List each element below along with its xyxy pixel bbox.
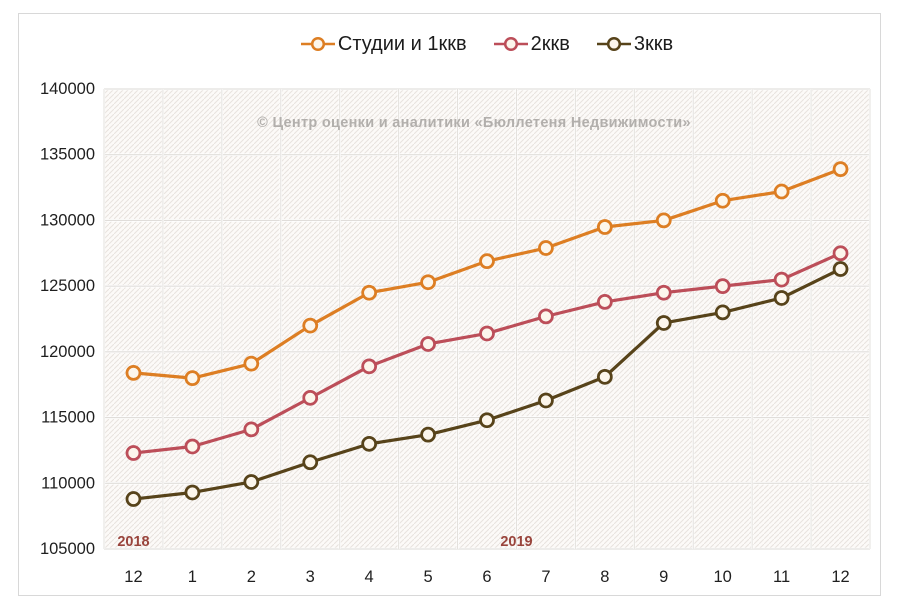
year-label: 2018 <box>117 534 149 550</box>
legend-label: 2ккв <box>530 33 570 55</box>
data-point-marker-s2-m8 <box>596 368 613 385</box>
year-label: 2019 <box>500 534 532 550</box>
data-point-marker-s1-m0 <box>125 445 142 461</box>
y-axis-tick-label: 140000 <box>40 80 95 98</box>
plot-svg: © Центр оценки и аналитики «Бюллетеня Не… <box>40 80 872 586</box>
data-point-marker-s2-m7 <box>538 392 554 409</box>
data-point-marker-s2-m3 <box>302 454 319 471</box>
data-point-marker-s1-m2 <box>243 421 260 438</box>
x-axis-tick-label: 7 <box>541 568 550 586</box>
data-point-marker-s2-m4 <box>361 435 378 452</box>
x-axis-tick-label: 12 <box>124 568 142 586</box>
y-axis-tick-label: 135000 <box>40 146 95 164</box>
data-point-marker-s1-m7 <box>538 308 554 325</box>
data-point-marker-s0-m0 <box>125 365 142 381</box>
legend-marker-icon <box>493 36 528 52</box>
data-point-marker-s0-m6 <box>479 253 495 270</box>
data-point-marker-s2-m10 <box>714 304 731 321</box>
data-point-marker-s0-m1 <box>184 370 201 387</box>
data-point-marker-s1-m1 <box>184 438 201 455</box>
y-axis-tick-label: 120000 <box>40 343 95 361</box>
data-point-marker-s2-m2 <box>243 474 260 490</box>
x-axis-tick-label: 9 <box>659 568 668 586</box>
x-axis-tick-label: 10 <box>714 568 732 586</box>
data-point-marker-s1-m12 <box>832 245 849 262</box>
plot-area <box>104 89 870 549</box>
legend-label: 3ккв <box>633 33 674 55</box>
x-axis-tick-label: 6 <box>482 568 491 586</box>
data-point-marker-s0-m7 <box>538 240 554 256</box>
data-point-marker-s1-m11 <box>773 271 790 288</box>
legend-marker-icon <box>300 36 335 52</box>
data-point-marker-s0-m3 <box>302 317 319 334</box>
data-point-marker-s0-m11 <box>773 183 790 200</box>
data-point-marker-s1-m6 <box>479 325 495 342</box>
data-point-marker-s0-m4 <box>361 284 378 301</box>
data-point-marker-s0-m5 <box>420 274 436 291</box>
data-point-marker-s2-m5 <box>420 426 436 443</box>
x-axis-tick-label: 4 <box>365 568 374 586</box>
y-axis-tick-label: 105000 <box>40 540 95 558</box>
data-point-marker-s0-m9 <box>655 212 672 229</box>
data-point-marker-s1-m5 <box>420 336 436 352</box>
x-axis-tick-label: 2 <box>247 568 256 586</box>
data-point-marker-s1-m4 <box>361 358 378 375</box>
data-point-marker-s0-m12 <box>832 161 849 178</box>
data-point-marker-s0-m8 <box>596 219 613 235</box>
legend-item-1: 2ккв <box>493 33 570 55</box>
data-point-marker-s2-m11 <box>773 290 790 306</box>
legend-marker-icon <box>596 36 631 52</box>
data-point-marker-s2-m1 <box>184 484 201 501</box>
x-axis-tick-label: 12 <box>831 568 849 586</box>
legend-label: Студии и 1ккв <box>337 33 467 55</box>
y-axis-tick-label: 110000 <box>41 474 95 492</box>
data-point-marker-s2-m0 <box>125 491 142 507</box>
y-axis-tick-label: 130000 <box>40 211 95 229</box>
y-axis-tick-label: 125000 <box>40 277 95 295</box>
x-axis-tick-label: 5 <box>423 568 432 586</box>
y-axis-tick-label: 115000 <box>41 409 95 427</box>
data-point-marker-s2-m6 <box>479 412 495 429</box>
data-point-marker-s2-m9 <box>655 315 672 331</box>
data-point-marker-s1-m10 <box>714 278 731 295</box>
x-axis-tick-label: 3 <box>306 568 315 586</box>
x-axis-tick-label: 1 <box>188 568 197 586</box>
data-point-marker-s0-m10 <box>714 192 731 209</box>
data-point-marker-s1-m8 <box>596 294 613 310</box>
legend-item-0: Студии и 1ккв <box>300 33 467 55</box>
watermark: © Центр оценки и аналитики «Бюллетеня Не… <box>257 115 691 131</box>
data-point-marker-s0-m2 <box>243 355 260 372</box>
legend-item-2: 3ккв <box>596 33 674 55</box>
x-axis-tick-label: 11 <box>773 568 790 586</box>
data-point-marker-s1-m9 <box>655 284 672 301</box>
chart-legend: Студии и 1ккв 2ккв 3ккв <box>104 31 870 57</box>
chart-frame: © Центр оценки и аналитики «Бюллетеня Не… <box>18 13 881 596</box>
data-point-marker-s2-m12 <box>832 261 849 277</box>
data-point-marker-s1-m3 <box>302 389 319 406</box>
x-axis-tick-label: 8 <box>600 568 609 586</box>
